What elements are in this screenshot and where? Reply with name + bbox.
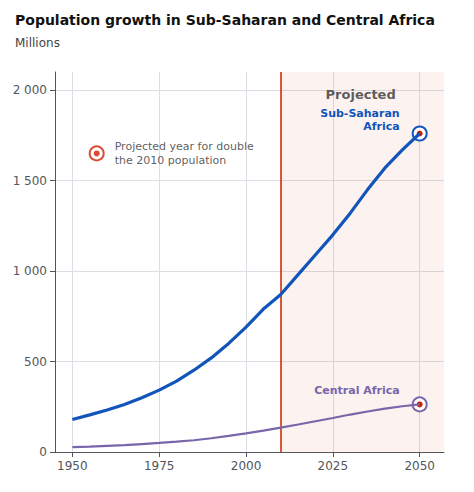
- svg-text:1 500: 1 500: [13, 174, 47, 188]
- svg-text:500: 500: [24, 355, 47, 369]
- svg-text:Africa: Africa: [363, 120, 399, 133]
- svg-text:2 000: 2 000: [13, 83, 47, 97]
- svg-text:Central Africa: Central Africa: [314, 384, 400, 397]
- svg-text:2025: 2025: [318, 459, 349, 473]
- svg-text:1975: 1975: [144, 459, 175, 473]
- svg-text:2050: 2050: [404, 459, 435, 473]
- svg-text:2000: 2000: [231, 459, 262, 473]
- svg-text:Projected: Projected: [326, 87, 396, 102]
- svg-text:Millions: Millions: [15, 36, 60, 50]
- svg-text:Projected year for double: Projected year for double: [115, 140, 254, 153]
- svg-text:0: 0: [39, 445, 47, 459]
- svg-text:Population growth in Sub-Sahar: Population growth in Sub-Saharan and Cen…: [15, 12, 435, 28]
- svg-text:1 000: 1 000: [13, 264, 47, 278]
- svg-text:1950: 1950: [57, 459, 88, 473]
- svg-text:Sub-Saharan: Sub-Saharan: [320, 107, 399, 120]
- svg-text:the 2010 population: the 2010 population: [115, 154, 227, 167]
